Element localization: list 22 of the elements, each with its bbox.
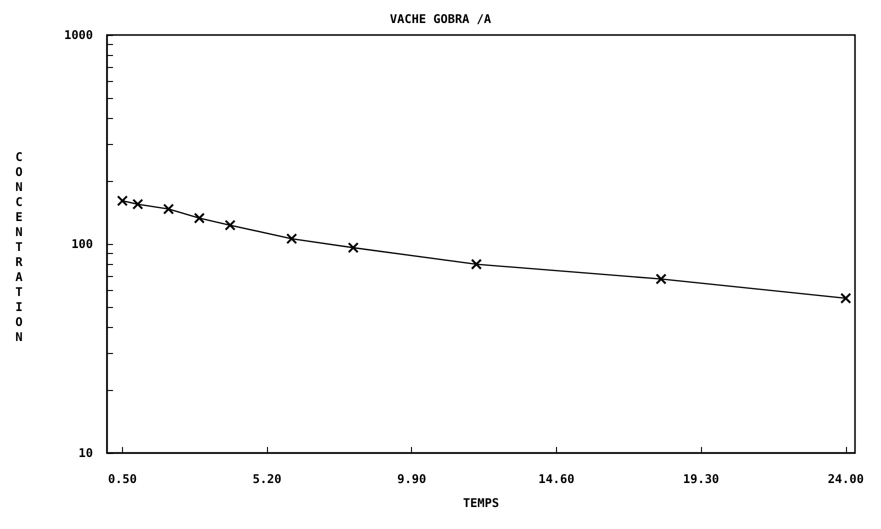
- point: [470, 258, 482, 270]
- chart-title: VACHE GOBRA /A: [390, 12, 492, 26]
- x-tick-label: 5.20: [252, 472, 282, 486]
- y-tick-label: 1000: [64, 28, 93, 42]
- point: [224, 220, 236, 231]
- point: [348, 242, 359, 254]
- point: [656, 274, 667, 285]
- x-tick-label: 0.50: [108, 472, 137, 486]
- x-tick-label: 19.30: [683, 472, 720, 486]
- point: [163, 204, 174, 215]
- y-tick-label: 10: [78, 446, 93, 460]
- x-tick-label: 9.90: [397, 472, 426, 486]
- x-tick-label: 14.60: [538, 472, 574, 486]
- point: [132, 198, 144, 210]
- point: [286, 233, 298, 244]
- y-axis-title: CONCENTRATION: [12, 150, 26, 345]
- point: [194, 212, 205, 224]
- point: [116, 195, 128, 206]
- x-tick-label: 24.00: [828, 472, 864, 486]
- point: [840, 292, 852, 304]
- y-tick-label: 100: [71, 237, 93, 251]
- x-axis-title: TEMPS: [462, 496, 500, 510]
